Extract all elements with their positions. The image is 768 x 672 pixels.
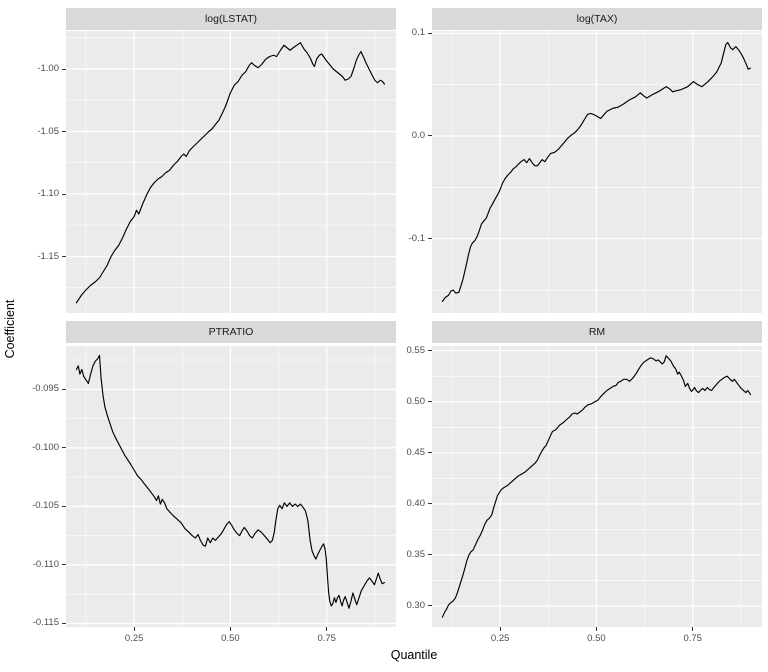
axis-tick-label: -0.115: [32, 617, 59, 629]
axis-tick-label: 0.55: [406, 344, 426, 356]
facet-panel-log-tax: [432, 31, 762, 313]
axis-tick-mark: [229, 627, 231, 631]
axis-tick-label: -1.00: [37, 63, 59, 74]
axis-tick-mark: [428, 605, 432, 607]
axis-tick-label: 0.35: [406, 548, 426, 560]
axis-tick-mark: [326, 627, 328, 631]
facet-strip-rm: RM: [432, 321, 762, 343]
y-axis-title: Coefficient: [3, 299, 17, 359]
axis-tick-label: -1.10: [37, 188, 59, 199]
axis-tick-mark: [62, 564, 66, 566]
axis-tick-mark: [62, 388, 66, 390]
axis-tick-mark: [62, 68, 66, 70]
axis-tick-label: 0.40: [406, 497, 426, 509]
axis-tick-mark: [428, 350, 432, 352]
axis-tick-mark: [499, 627, 501, 631]
axis-tick-mark: [692, 627, 694, 631]
axis-tick-mark: [62, 622, 66, 624]
axis-tick-mark: [428, 238, 432, 240]
axis-tick-mark: [133, 627, 135, 631]
facet-strip-log-tax: log(TAX): [432, 8, 762, 30]
axis-tick-mark: [428, 32, 432, 34]
axis-tick-mark: [62, 447, 66, 449]
axis-tick-mark: [428, 503, 432, 505]
axis-tick-label: -0.1: [408, 232, 425, 244]
axis-tick-label: 0.25: [124, 633, 144, 644]
coefficient-line: [75, 354, 386, 609]
facet-strip-label: RM: [588, 326, 606, 338]
axis-tick-label: 0.25: [490, 633, 510, 644]
axis-tick-label: -0.100: [32, 441, 59, 453]
axis-tick-label: -1.05: [37, 125, 59, 137]
axis-tick-label: -0.095: [32, 383, 59, 395]
facet-strip-log-lstat: log(LSTAT): [66, 8, 396, 30]
axis-tick-label: 0.30: [406, 599, 426, 611]
axis-tick-mark: [428, 452, 432, 454]
axis-tick-label: 0.0: [411, 129, 425, 141]
axis-tick-label: 0.75: [317, 633, 336, 644]
axis-tick-label: 0.75: [683, 633, 702, 644]
axis-tick-mark: [62, 131, 66, 132]
facet-strip-label: log(TAX): [576, 13, 618, 25]
axis-tick-label: 0.50: [221, 633, 240, 644]
axis-tick-label: 0.50: [587, 633, 606, 644]
axis-tick-mark: [62, 505, 66, 507]
axis-tick-mark: [428, 554, 432, 556]
axis-tick-mark: [428, 401, 432, 403]
facet-panel-ptratio: [66, 346, 396, 627]
coefficient-line: [441, 41, 752, 302]
facet-panel-log-lstat: [66, 31, 396, 313]
coefficient-line: [441, 355, 752, 618]
axis-tick-mark: [595, 627, 597, 631]
axis-tick-label: 0.45: [406, 446, 426, 458]
coefficient-line: [75, 42, 386, 304]
axis-tick-label: -0.110: [32, 558, 59, 570]
axis-tick-label: -1.15: [37, 250, 59, 262]
axis-tick-mark: [62, 193, 66, 195]
facet-panel-rm: [432, 346, 762, 627]
axis-tick-mark: [428, 135, 432, 137]
facet-strip-ptratio: PTRATIO: [66, 321, 396, 343]
facet-strip-label: PTRATIO: [208, 326, 254, 338]
axis-tick-label: 0.1: [411, 27, 425, 39]
axis-tick-label: 0.50: [406, 395, 426, 407]
axis-tick-mark: [62, 256, 66, 257]
axis-tick-label: -0.105: [32, 500, 59, 512]
x-axis-title: Quantile: [390, 648, 438, 662]
facet-strip-label: log(LSTAT): [204, 13, 258, 25]
